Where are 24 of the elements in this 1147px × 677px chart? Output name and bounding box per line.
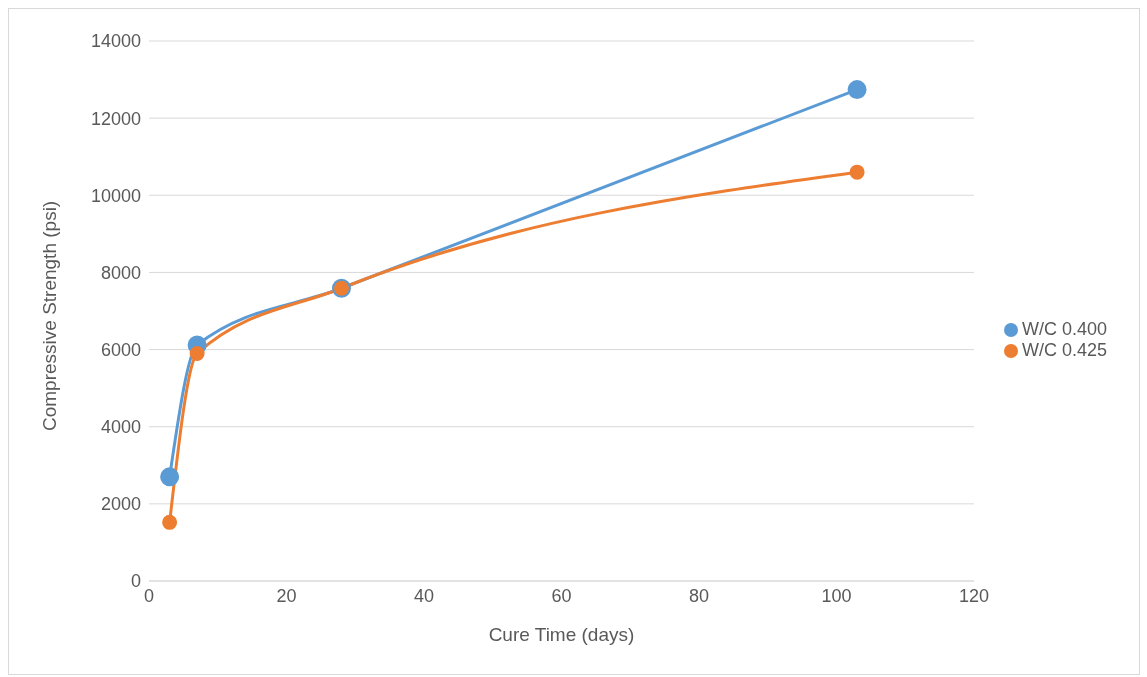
x-tick-label: 120 [958,585,989,606]
x-tick-label: 0 [143,585,155,606]
x-tick-label: 40 [413,585,434,606]
y-tick-label: 14000 [90,31,141,52]
x-tick-label: 100 [821,585,852,606]
point [847,80,867,100]
legend-label: W/C 0.400 [1021,319,1107,339]
legend-label: W/C 0.425 [1021,340,1107,360]
point [162,514,178,530]
x-axis-title: Cure Time (days) [488,624,635,645]
point [189,345,205,361]
y-tick-label: 2000 [100,494,141,515]
x-tick-label: 20 [276,585,297,606]
y-tick-label: 12000 [90,108,141,129]
y-tick-label: 4000 [100,417,141,438]
x-tick-label: 80 [688,585,709,606]
y-tick-label: 0 [130,571,141,592]
y-tick-label: 10000 [90,185,141,206]
y-axis-title: Compressive Strength (psi) [38,200,60,431]
y-tick-label: 8000 [100,262,141,283]
x-tick-label: 60 [551,585,572,606]
point [849,164,865,180]
y-tick-label: 6000 [100,339,141,360]
point [160,467,180,487]
